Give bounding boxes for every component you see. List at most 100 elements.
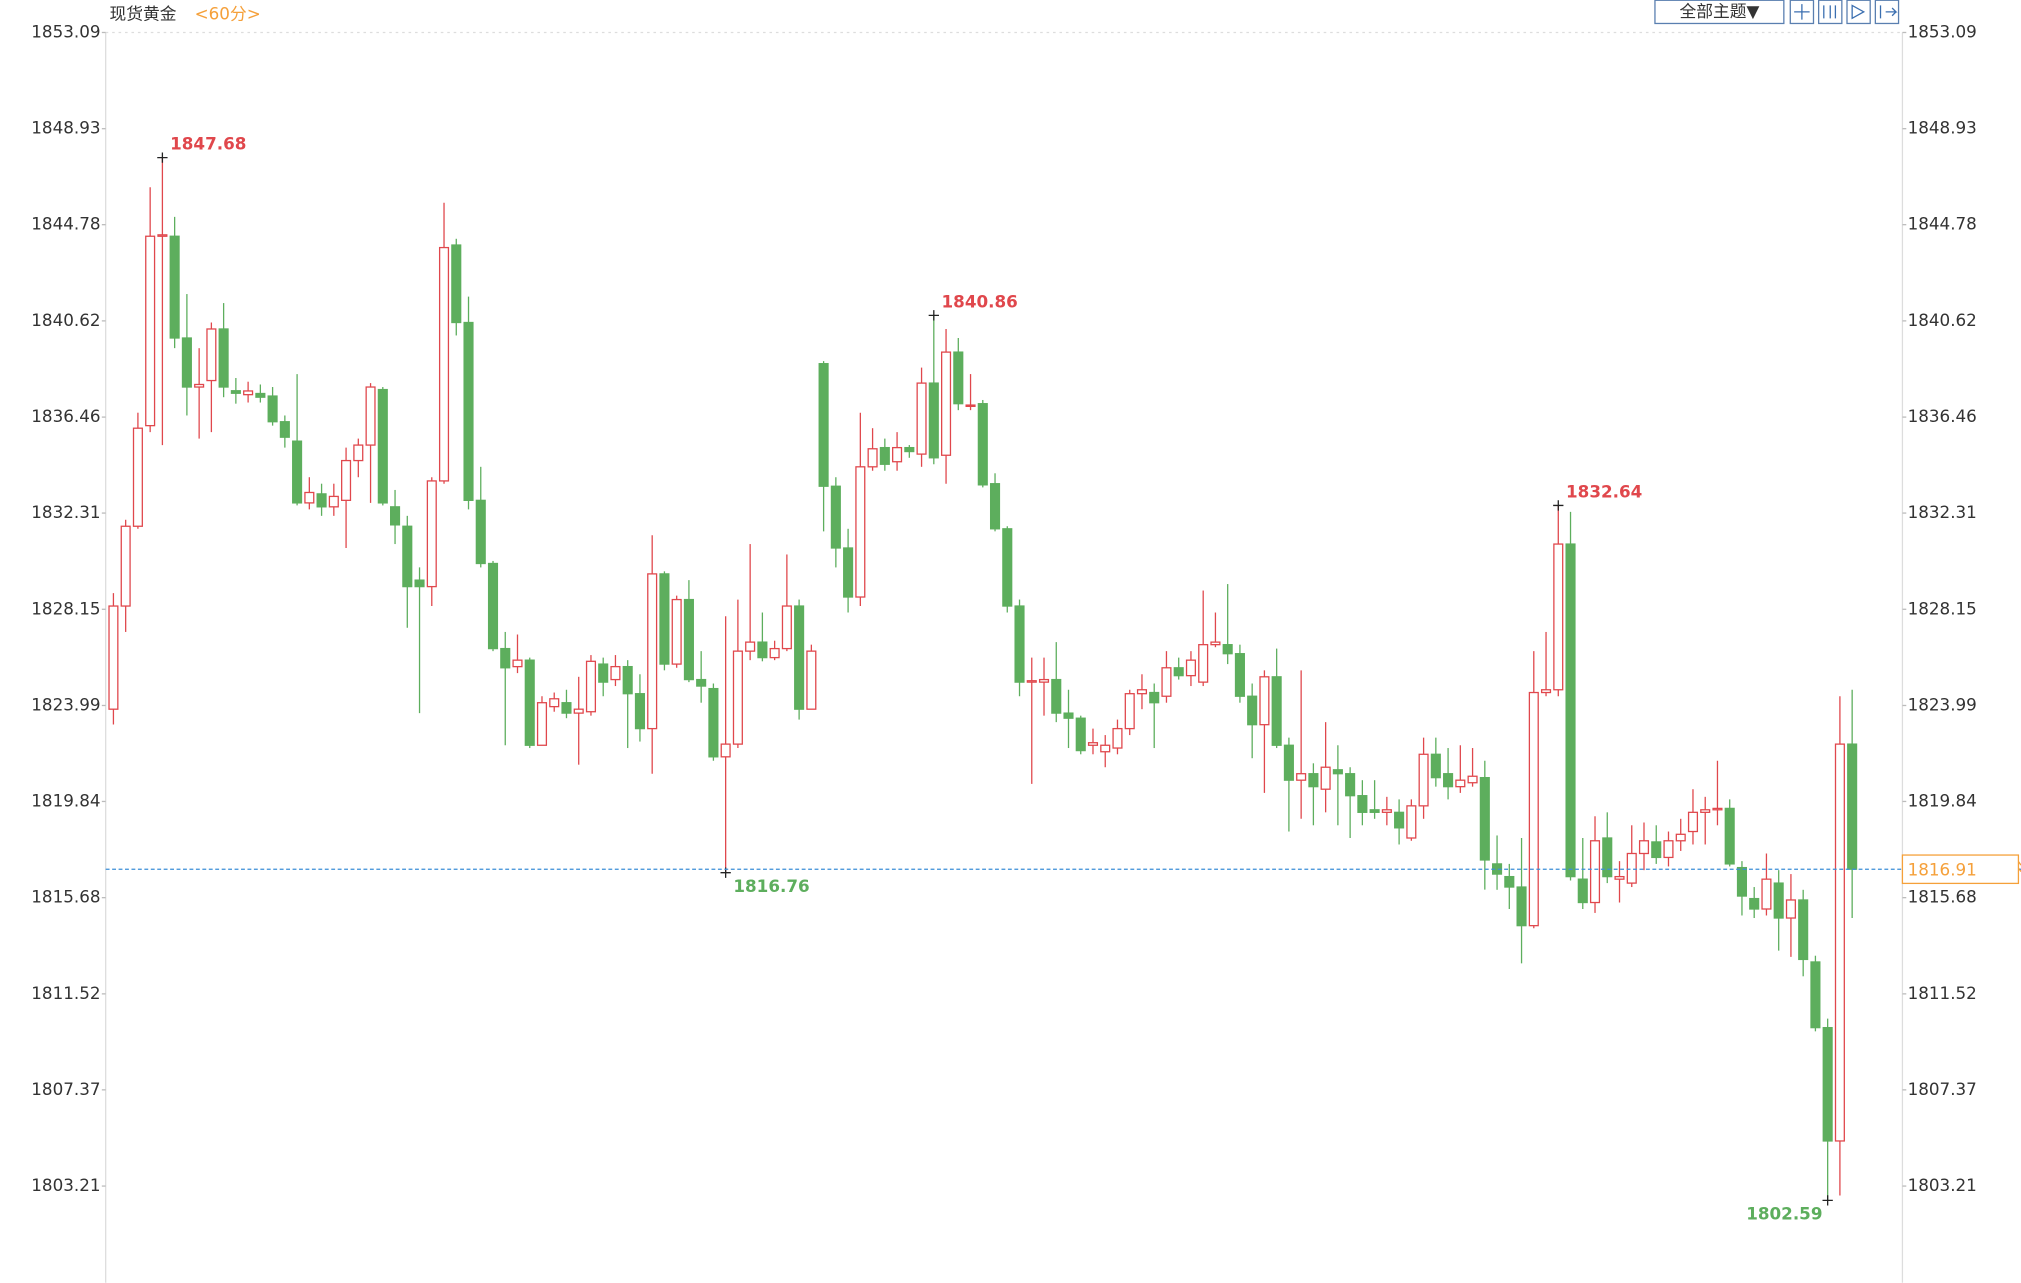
candle-body [377, 388, 388, 504]
candle-body [1810, 961, 1821, 1029]
candle-body [1002, 528, 1013, 607]
candle-body [426, 480, 437, 588]
theme-button[interactable] [1654, 0, 1785, 25]
y2-tick-label: 1828.15 [1908, 598, 1977, 618]
candle-body [1075, 717, 1086, 752]
candle-body [1651, 841, 1662, 859]
candle-body [157, 234, 168, 237]
candle-body [879, 446, 890, 465]
candle-body [1687, 811, 1699, 833]
candle-body [1761, 878, 1772, 910]
candle-body [1173, 667, 1184, 677]
candle-body [1406, 805, 1417, 839]
candle-body [892, 446, 903, 463]
candle-body [108, 605, 119, 710]
candle-body [781, 605, 792, 650]
y-tick-label: 1823.99 [31, 694, 100, 714]
y-tick-label: 1807.37 [31, 1079, 100, 1099]
y2-tick-label: 1848.93 [1908, 118, 1977, 138]
candle-body [512, 659, 523, 668]
price-label: 1816.91 [1908, 860, 1977, 880]
candle-body [1553, 543, 1564, 691]
candle-body [1026, 680, 1037, 683]
y2-tick-label: 1819.84 [1908, 790, 1977, 810]
period-label: <60分> [195, 3, 261, 23]
candle-body [1014, 605, 1025, 683]
candle-body [1124, 693, 1135, 730]
candle-body [561, 702, 572, 714]
candle-body [1822, 1026, 1833, 1142]
candle-body [683, 598, 694, 681]
candle-body [757, 641, 768, 659]
candle-body [745, 641, 756, 652]
candle-body [206, 328, 217, 382]
toolbar: 全部主题▼ [1654, 0, 1900, 25]
candle-body [463, 321, 474, 501]
y-tick-label: 1848.93 [31, 118, 100, 138]
y2-tick-label: 1823.99 [1908, 694, 1977, 714]
theme-button-label: 全部主题▼ [1679, 1, 1759, 21]
candle-body [132, 427, 143, 527]
candle-body [1663, 840, 1674, 859]
candle-body [1528, 691, 1539, 927]
candle-body [1798, 899, 1809, 961]
price-box [1901, 854, 2020, 885]
candle-body [1724, 807, 1735, 865]
candle-body [928, 382, 939, 459]
candle-body [904, 446, 915, 453]
candle-body [622, 665, 633, 695]
candle-body [1834, 743, 1845, 1142]
candle-body [769, 647, 780, 659]
candle-body [1345, 773, 1356, 797]
candle-body [1418, 753, 1429, 807]
candle-body [243, 390, 254, 396]
candle-body [1577, 878, 1588, 904]
candle-body [145, 235, 156, 427]
candle-body [1308, 773, 1319, 788]
candle-body [830, 485, 841, 549]
candle-body [696, 678, 707, 687]
candle-body [1247, 695, 1258, 726]
y-tick-label: 1844.78 [31, 214, 100, 234]
candle-body [267, 395, 278, 423]
candle-body [1602, 837, 1613, 878]
y-tick-label: 1853.09 [31, 21, 100, 41]
candle-body [414, 579, 425, 588]
candle-body [1565, 543, 1576, 878]
candle-body [977, 403, 988, 486]
y2-tick-label: 1844.78 [1908, 214, 1977, 234]
candle-body [1320, 766, 1331, 790]
candle-body [806, 650, 817, 710]
candle-body [1675, 833, 1686, 842]
candle-body [365, 386, 376, 446]
candle-body [402, 525, 413, 588]
candle-body [843, 547, 854, 598]
candle-body [953, 351, 964, 405]
candle-body [328, 495, 339, 508]
y2-tick-label: 1815.68 [1908, 887, 1977, 907]
y2-tick-label: 1803.21 [1908, 1175, 1977, 1195]
candle-body [1614, 875, 1625, 880]
tool-button[interactable] [1846, 0, 1871, 25]
candle-body [1369, 809, 1380, 813]
y-tick-label: 1819.84 [31, 790, 100, 810]
candle-body [1785, 899, 1796, 919]
candle-body [1100, 744, 1111, 753]
candle-body [341, 459, 352, 501]
candle-body [720, 743, 731, 758]
candle-body [500, 647, 511, 669]
candle-body [1112, 727, 1123, 749]
extreme-marker [1822, 1195, 1833, 1206]
candle-body [316, 493, 327, 508]
candle-body [549, 698, 560, 708]
candle-body [1638, 840, 1650, 855]
high-label: 1840.86 [942, 291, 1018, 311]
candle-body [1136, 689, 1148, 695]
y2-tick-label: 1832.31 [1908, 502, 1977, 522]
candle-body [1087, 742, 1099, 746]
candle-body [867, 448, 878, 468]
candle-body [475, 499, 486, 565]
y-tick-label: 1836.46 [31, 406, 100, 426]
candle-body [1626, 852, 1637, 884]
